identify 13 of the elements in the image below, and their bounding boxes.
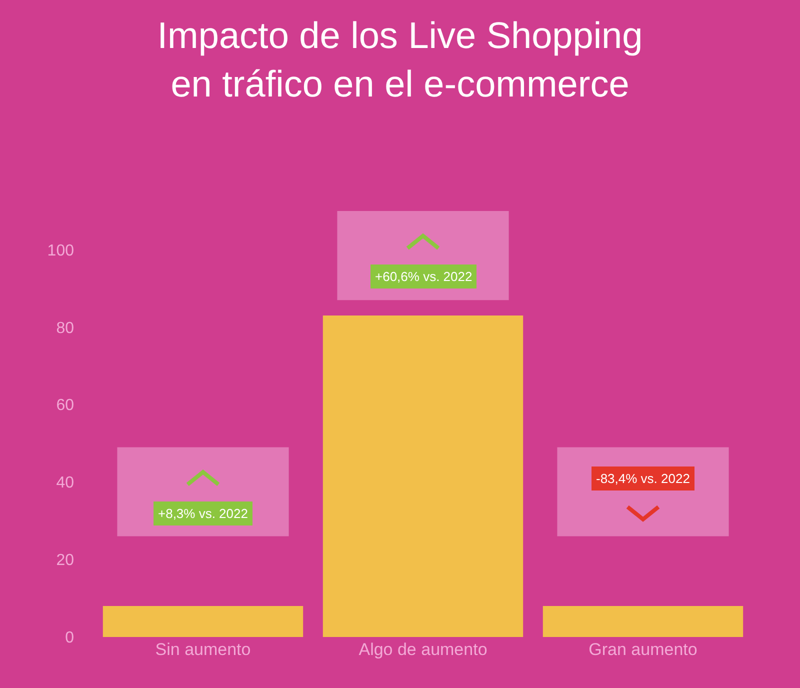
annotation: -83,4% vs. 2022	[596, 471, 690, 486]
annotation: +8,3% vs. 2022	[158, 506, 248, 521]
y-tick-label: 20	[56, 552, 74, 570]
x-tick-label: Algo de aumento	[358, 640, 488, 659]
y-tick-label: 0	[65, 630, 74, 647]
annotation: +60,6% vs. 2022	[375, 269, 472, 284]
chart-title: Impacto de los Live Shopping en tráfico en el e-commerce	[157, 15, 643, 104]
x-tick-label: Sin aumento	[155, 640, 251, 659]
y-tick-label: 80	[56, 320, 74, 337]
y-tick-label: 40	[56, 474, 74, 492]
y-tick-label: 60	[56, 397, 74, 414]
x-tick-label: Gran aumento	[588, 640, 698, 659]
y-tick-label: 100	[47, 242, 74, 260]
